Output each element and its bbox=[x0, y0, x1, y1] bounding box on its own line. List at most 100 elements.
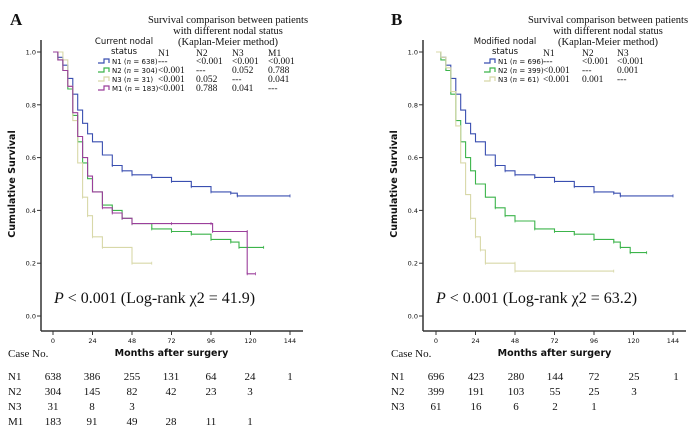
x-axis-label: Months after surgery bbox=[498, 348, 613, 359]
pairwise-header: N2 bbox=[196, 49, 208, 59]
chart-title-line: (Kaplan-Meier method) bbox=[178, 37, 279, 48]
risk-count: 3 bbox=[247, 386, 253, 398]
risk-count: 55 bbox=[550, 386, 562, 398]
risk-count: 2 bbox=[552, 401, 558, 413]
x-tick-label: 96 bbox=[207, 337, 215, 345]
chart-title-line: with different nodal status bbox=[173, 26, 283, 37]
y-tick-label: 0.0 bbox=[408, 313, 418, 321]
y-tick-label: 1.0 bbox=[26, 49, 36, 57]
pairwise-pvalue: <0.001 bbox=[268, 57, 295, 67]
risk-group: N1 bbox=[391, 371, 404, 383]
risk-count: 8 bbox=[89, 401, 95, 413]
legend-label: N1 (n = 638) bbox=[112, 58, 158, 66]
x-axis-label: Months after surgery bbox=[115, 348, 230, 359]
risk-count: 1 bbox=[673, 371, 679, 383]
legend-label: N3 (n = 31) bbox=[112, 76, 153, 84]
pairwise-pvalue: --- bbox=[232, 75, 242, 85]
risk-count: 23 bbox=[206, 386, 218, 398]
risk-count: 11 bbox=[206, 416, 217, 428]
legend-swatch bbox=[484, 76, 496, 82]
x-tick-label: 72 bbox=[167, 337, 175, 345]
x-tick-label: 48 bbox=[128, 337, 136, 345]
risk-count: 1 bbox=[287, 371, 293, 383]
panel-a: A Survival comparison between patientswit… bbox=[7, 10, 308, 428]
y-tick-label: 0.8 bbox=[26, 101, 36, 109]
risk-group: N3 bbox=[391, 401, 405, 413]
pairwise-pvalue: 0.041 bbox=[268, 75, 290, 85]
km-curve-n1 bbox=[436, 51, 674, 198]
legend-item-n2: N2 (n = 399) bbox=[484, 67, 544, 75]
x-tick-label: 48 bbox=[511, 337, 519, 345]
y-tick-label: 0.2 bbox=[408, 260, 418, 268]
y-tick-label: 0.0 bbox=[26, 313, 36, 321]
pairwise-pvalue: <0.001 bbox=[158, 66, 185, 76]
logrank-annotation: P < 0.001 (Log-rank χ2 = 41.9) bbox=[53, 290, 255, 307]
risk-count: 3 bbox=[129, 401, 135, 413]
risk-count: 191 bbox=[468, 386, 485, 398]
risk-count: 183 bbox=[45, 416, 62, 428]
pairwise-pvalue: --- bbox=[268, 84, 278, 94]
pairwise-pvalue: 0.052 bbox=[232, 66, 254, 76]
risk-count: 25 bbox=[629, 371, 641, 383]
risk-group: N2 bbox=[391, 386, 404, 398]
pairwise-header: N3 bbox=[617, 49, 629, 59]
pairwise-pvalue: --- bbox=[158, 57, 168, 67]
risk-count: 103 bbox=[508, 386, 525, 398]
risk-count: 144 bbox=[547, 371, 564, 383]
pairwise-pvalue: <0.001 bbox=[158, 75, 185, 85]
risk-group: N1 bbox=[8, 371, 21, 383]
risk-count: 280 bbox=[508, 371, 525, 383]
pairwise-header: N1 bbox=[543, 49, 555, 59]
legend-item-n1: N1 (n = 638) bbox=[98, 58, 158, 66]
risk-group: M1 bbox=[8, 416, 23, 428]
risk-table-row: N2 399 191 103 55 25 3 bbox=[391, 386, 637, 398]
legend-label: N2 (n = 399) bbox=[498, 67, 544, 75]
pairwise-header: N1 bbox=[158, 49, 170, 59]
pairwise-header: N3 bbox=[232, 49, 244, 59]
legend-title-line: Modified nodal bbox=[474, 37, 537, 47]
km-line bbox=[53, 51, 290, 197]
chart-title-line: with different nodal status bbox=[553, 26, 663, 37]
pairwise-pvalue: --- bbox=[582, 66, 592, 76]
logrank-annotation: P < 0.001 (Log-rank χ2 = 63.2) bbox=[435, 290, 637, 307]
risk-count: 423 bbox=[468, 371, 485, 383]
risk-table-row: N3 31 8 3 bbox=[8, 401, 135, 413]
risk-count: 72 bbox=[589, 371, 600, 383]
risk-count: 61 bbox=[431, 401, 442, 413]
y-tick-label: 1.0 bbox=[408, 49, 418, 57]
y-tick-label: 0.6 bbox=[26, 154, 36, 162]
legend-title-line: status bbox=[111, 47, 138, 57]
km-curve-n3 bbox=[53, 51, 153, 265]
legend-item-m1: M1 (n = 183) bbox=[98, 85, 159, 93]
y-axis-label: Cumulative Survival bbox=[7, 130, 18, 237]
risk-table-row: N1 696 423 280 144 72 25 1 bbox=[391, 371, 679, 383]
x-tick-label: 96 bbox=[590, 337, 598, 345]
pairwise-pvalue: --- bbox=[196, 66, 206, 76]
pairwise-pvalue: 0.001 bbox=[617, 66, 639, 76]
chart-title-line: Survival comparison between patients bbox=[148, 15, 308, 26]
pairwise-pvalue: --- bbox=[617, 75, 627, 85]
km-line bbox=[436, 51, 614, 272]
risk-table-label: Case No. bbox=[391, 348, 432, 360]
x-tick-label: 144 bbox=[667, 337, 679, 345]
pairwise-pvalue: 0.001 bbox=[582, 75, 604, 85]
risk-count: 91 bbox=[87, 416, 98, 428]
legend-title-line: Current nodal bbox=[95, 37, 153, 47]
risk-table-row: N2 304 145 82 42 23 3 bbox=[8, 386, 253, 398]
legend-item-n3: N3 (n = 31) bbox=[98, 76, 153, 84]
pairwise-pvalue: <0.001 bbox=[158, 84, 185, 94]
legend-swatch bbox=[484, 58, 496, 64]
y-tick-label: 0.6 bbox=[408, 154, 418, 162]
risk-group: N2 bbox=[8, 386, 21, 398]
panel-label: B bbox=[391, 10, 402, 29]
chart-title-line: Survival comparison between patients bbox=[528, 15, 688, 26]
risk-table-row: N3 61 16 6 2 1 bbox=[391, 401, 597, 413]
risk-count: 24 bbox=[245, 371, 257, 383]
risk-count: 16 bbox=[471, 401, 483, 413]
y-axis-label: Cumulative Survival bbox=[389, 130, 400, 237]
risk-count: 1 bbox=[247, 416, 253, 428]
legend-label: N1 (n = 696) bbox=[498, 58, 544, 66]
legend-title-line: status bbox=[492, 47, 519, 57]
y-tick-label: 0.4 bbox=[408, 207, 418, 215]
legend-label: N3 (n = 61) bbox=[498, 76, 539, 84]
